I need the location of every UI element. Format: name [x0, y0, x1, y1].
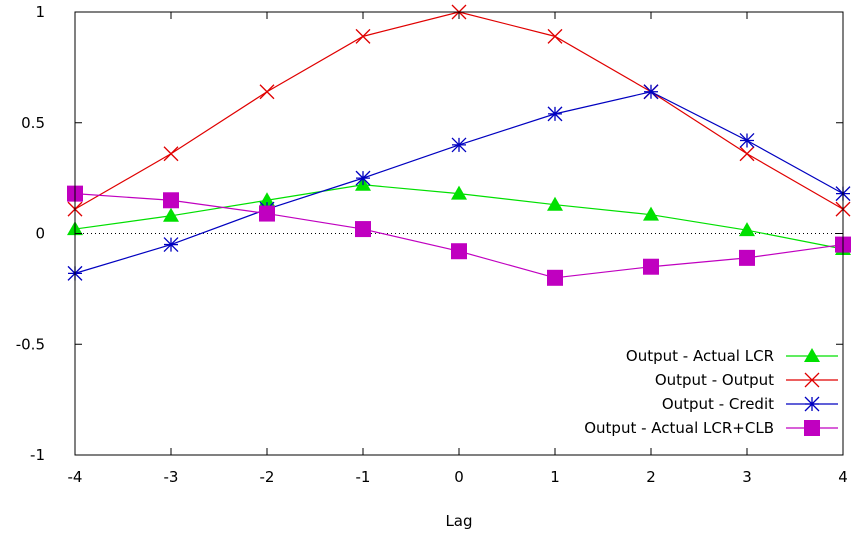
y-tick-label: 1 [35, 3, 45, 21]
x-tick-label: 2 [646, 468, 656, 486]
star-marker [163, 237, 179, 253]
legend-label: Output - Actual LCR+CLB [584, 419, 774, 437]
triangle-marker [451, 185, 467, 200]
triangle-marker [259, 192, 275, 207]
x-tick-label: -3 [164, 468, 179, 486]
x-marker [355, 28, 371, 44]
star-marker [355, 170, 371, 186]
legend: Output - Actual LCR Output - Output Output… [584, 347, 838, 437]
star-marker [547, 106, 563, 122]
legend-item: Output - Output [655, 371, 838, 389]
legend-item: Output - Credit [662, 395, 838, 413]
x-tick-label: -2 [260, 468, 275, 486]
series-line [74, 193, 844, 279]
x-tick-label: 3 [742, 468, 752, 486]
legend-item: Output - Actual LCR+CLB [584, 419, 838, 437]
y-tick-label: 0 [35, 225, 45, 243]
square-marker [804, 420, 820, 436]
square-marker [739, 249, 755, 266]
square-marker [643, 258, 659, 275]
triangle-marker [163, 207, 179, 222]
legend-label: Output - Credit [662, 395, 774, 413]
square-marker [547, 269, 563, 286]
y-tick-label: -1 [30, 446, 45, 464]
star-marker [643, 84, 659, 100]
legend-label: Output - Actual LCR [626, 347, 774, 365]
legend-label: Output - Output [655, 371, 774, 389]
square-marker [163, 192, 179, 209]
x-marker [739, 146, 755, 162]
x-tick-label: 1 [550, 468, 560, 486]
y-tick-label: -0.5 [16, 335, 45, 353]
x-tick-label: -4 [68, 468, 83, 486]
star-marker [804, 396, 820, 412]
x-marker [163, 146, 179, 162]
triangle-marker [547, 196, 563, 211]
x-tick-label: -1 [356, 468, 371, 486]
legend-item: Output - Actual LCR [626, 347, 838, 365]
x-tick-label: 4 [838, 468, 848, 486]
triangle-marker [643, 206, 659, 221]
x-marker [547, 28, 563, 44]
square-marker [451, 243, 467, 260]
square-marker [355, 221, 371, 238]
star-marker [451, 137, 467, 153]
star-marker [739, 133, 755, 148]
series-line [74, 11, 844, 210]
series-2 [67, 4, 851, 217]
series-4 [67, 185, 851, 286]
x-marker [259, 84, 275, 100]
x-tick-label: 0 [454, 468, 464, 486]
y-tick-label: 0.5 [21, 114, 45, 132]
triangle-marker [804, 348, 820, 362]
x-marker [804, 372, 820, 388]
x-axis-label: Lag [445, 512, 472, 530]
triangle-marker [739, 222, 755, 237]
square-marker [259, 205, 275, 222]
